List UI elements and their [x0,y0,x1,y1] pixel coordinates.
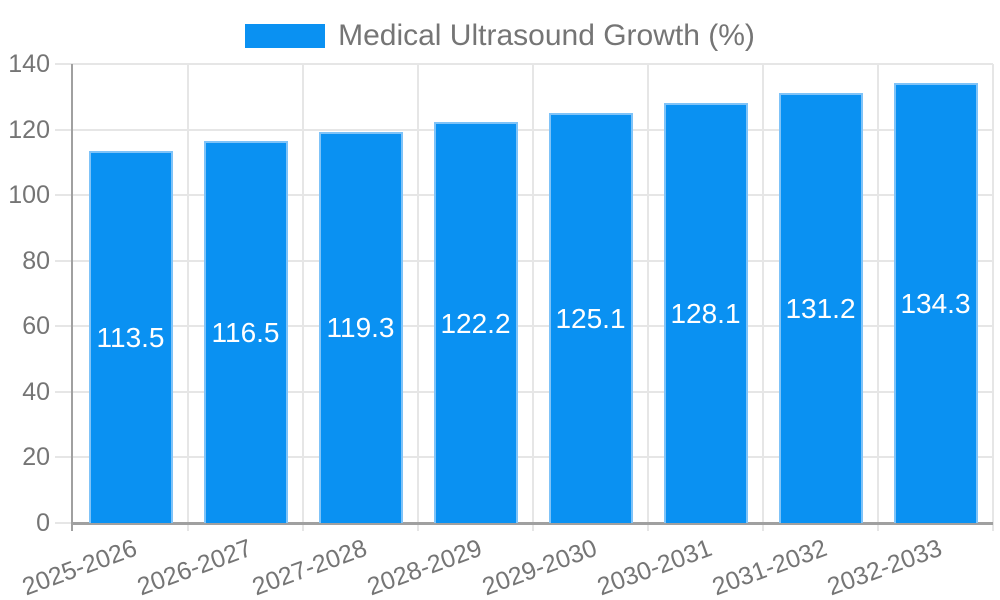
bar-value-label: 122.2 [440,307,511,339]
chart-legend[interactable]: Medical Ultrasound Growth (%) [0,19,1000,53]
y-tick-label: 0 [36,509,50,537]
y-axis-line [71,64,73,531]
gridline [762,64,764,531]
y-axis: 0 20 40 60 80 100 120 140 [0,50,50,537]
bar-value-label: 134.3 [900,287,971,319]
gridline [55,194,993,197]
bar: 125.1 [548,112,633,523]
gridline [55,128,993,131]
gridline [302,64,304,531]
gridline [55,325,993,328]
x-axis: 2025-2026 2026-2027 2027-2028 2028-2029 2029… [18,530,993,600]
legend-label: Medical Ultrasound Growth (%) [338,19,755,52]
y-tick-label: 40 [22,377,50,406]
gridline [55,390,993,393]
bar: 131.2 [778,92,863,523]
gridline [55,63,993,65]
gridline [417,64,419,531]
gridline [55,456,993,459]
bar-value-label: 119.3 [326,312,395,344]
bar: 116.5 [203,141,288,523]
bar-value-label: 128.1 [670,298,741,329]
y-tick-label: 140 [8,50,50,78]
gridline [647,64,649,531]
y-tick-label: 80 [22,246,50,275]
bar: 134.3 [893,82,978,523]
bar: 122.2 [433,122,518,523]
bar: 119.3 [318,131,403,523]
y-tick-label: 100 [8,181,50,210]
bar-value-label: 131.2 [785,292,856,324]
gridline [532,64,534,531]
y-tick-label: 120 [8,115,50,144]
y-tick-label: 20 [22,443,50,472]
legend-swatch-icon [245,24,326,48]
bar-value-label: 125.1 [555,302,626,334]
bar-value-label: 116.5 [211,317,280,349]
bar-value-label: 113.5 [96,321,165,353]
y-tick-label: 60 [22,312,50,341]
gridline [992,64,994,531]
gridline [187,64,189,531]
bar: 113.5 [88,150,173,523]
plot-area: 113.5 116.5 119.3 122.2 125.1 128.1 131.2 134.3 [55,63,994,531]
bar: 128.1 [663,103,748,523]
x-axis-line [73,522,993,525]
gridline [877,64,879,531]
gridline [55,259,993,262]
